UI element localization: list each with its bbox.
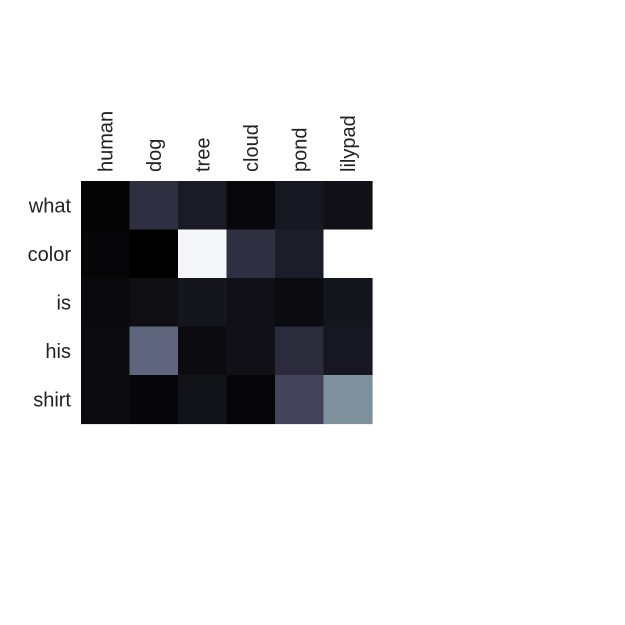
heatmap-cell-shirt-tree	[178, 375, 228, 425]
heatmap-cell-what-lilypad	[323, 181, 373, 231]
heatmap-cell-color-dog	[129, 229, 179, 279]
column-label-lilypad: lilypad	[338, 115, 360, 172]
heatmap-cell-color-cloud	[226, 229, 276, 279]
heatmap-cell-shirt-pond	[275, 375, 325, 425]
heatmap-cell-is-lilypad	[323, 278, 373, 328]
row-label-is: is	[57, 292, 71, 314]
heatmap-cells	[81, 181, 373, 425]
heatmap-cell-color-lilypad	[323, 229, 373, 279]
heatmap-cell-his-cloud	[226, 326, 276, 376]
heatmap-cell-color-pond	[275, 229, 325, 279]
heatmap-cell-his-dog	[129, 326, 179, 376]
column-label-pond: pond	[289, 128, 311, 173]
heatmap-cell-shirt-lilypad	[323, 375, 373, 425]
column-labels: human dog tree cloud pond lilypad	[95, 111, 360, 172]
heatmap-cell-shirt-human	[81, 375, 131, 425]
heatmap-cell-what-cloud	[226, 181, 276, 231]
column-label-human: human	[95, 111, 117, 172]
heatmap-cell-his-tree	[178, 326, 228, 376]
column-label-cloud: cloud	[241, 124, 263, 172]
row-labels: what color is his shirt	[28, 195, 72, 411]
heatmap-cell-his-pond	[275, 326, 325, 376]
row-label-color: color	[28, 244, 72, 266]
heatmap-cell-is-human	[81, 278, 131, 328]
heatmap-cell-his-lilypad	[323, 326, 373, 376]
row-label-shirt: shirt	[33, 389, 71, 411]
heatmap-cell-is-tree	[178, 278, 228, 328]
heatmap-cell-what-dog	[129, 181, 179, 231]
heatmap-cell-color-tree	[178, 229, 228, 279]
heatmap-cell-what-tree	[178, 181, 228, 231]
heatmap-cell-color-human	[81, 229, 131, 279]
heatmap-cell-shirt-dog	[129, 375, 179, 425]
heatmap-cell-what-human	[81, 181, 131, 231]
heatmap-cell-is-dog	[129, 278, 179, 328]
column-label-tree: tree	[192, 138, 214, 172]
column-label-dog: dog	[144, 139, 166, 172]
heatmap-cell-is-pond	[275, 278, 325, 328]
heatmap-cell-shirt-cloud	[226, 375, 276, 425]
row-label-his: his	[45, 341, 71, 363]
heatmap-cell-his-human	[81, 326, 131, 376]
row-label-what: what	[28, 195, 72, 217]
heatmap-cell-is-cloud	[226, 278, 276, 328]
heatmap-cell-what-pond	[275, 181, 325, 231]
